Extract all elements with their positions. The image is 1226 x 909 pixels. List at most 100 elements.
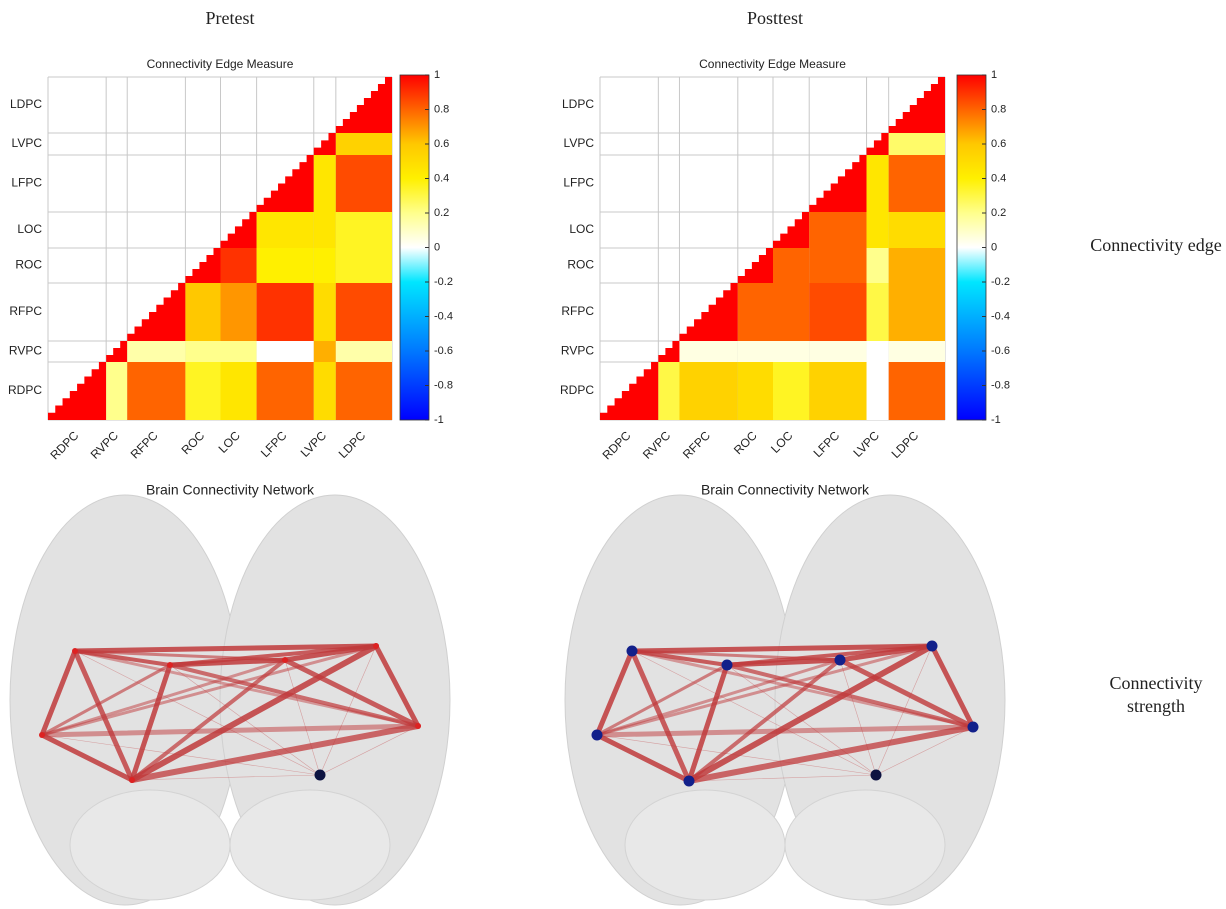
heatmap-cell bbox=[773, 212, 809, 248]
x-tick-label: LOC bbox=[216, 428, 244, 456]
heatmap-cell bbox=[867, 212, 889, 248]
page: {"column_titles": ["Pretest", "Posttest"… bbox=[0, 0, 1226, 909]
colorbar-tick-label: -0.4 bbox=[991, 310, 1010, 322]
y-tick-label: RFPC bbox=[9, 304, 42, 318]
x-tick-label: RDPC bbox=[600, 428, 634, 462]
heatmap-cell bbox=[106, 341, 127, 362]
heatmap-cell bbox=[867, 248, 889, 283]
colorbar-tick-label: 0.6 bbox=[991, 138, 1006, 150]
colorbar-tick-label: 0 bbox=[991, 241, 997, 253]
heatmap-cell bbox=[773, 362, 809, 420]
cerebellum bbox=[230, 790, 390, 900]
row-title: Connectivity edge bbox=[1086, 234, 1226, 257]
heatmap-cell bbox=[221, 248, 257, 283]
heatmap-cell bbox=[314, 283, 336, 341]
heatmap-cell bbox=[257, 283, 314, 341]
heatmap-cell bbox=[257, 212, 314, 248]
network-node bbox=[167, 662, 173, 668]
heatmap-cell bbox=[867, 155, 889, 212]
cerebellum bbox=[625, 790, 785, 900]
heatmap-cell bbox=[889, 341, 945, 362]
heatmap-cell bbox=[336, 133, 392, 155]
heatmap-cell bbox=[314, 155, 336, 212]
heatmap-cell bbox=[809, 212, 866, 248]
heatmap-cell bbox=[336, 248, 392, 283]
network-node bbox=[684, 776, 695, 787]
x-tick-label: LFPC bbox=[811, 428, 843, 460]
network-node bbox=[415, 723, 421, 729]
figure: Pretest Posttest Brain Connectivity Netw… bbox=[0, 0, 1226, 909]
y-tick-label: LOC bbox=[17, 222, 42, 236]
x-tick-label: RDPC bbox=[47, 428, 81, 462]
x-tick-label: ROC bbox=[731, 428, 760, 457]
heatmap-cell bbox=[889, 212, 945, 248]
heatmap-cell bbox=[889, 248, 945, 283]
y-tick-label: LDPC bbox=[10, 97, 42, 111]
heatmap-cell bbox=[773, 341, 809, 362]
colorbar-tick-label: 0.4 bbox=[991, 172, 1006, 184]
network-title: Brain Connectivity Network bbox=[146, 482, 315, 498]
colorbar-tick-label: 0.2 bbox=[991, 207, 1006, 219]
heatmap-cell bbox=[221, 283, 257, 341]
x-tick-label: ROC bbox=[179, 428, 208, 457]
colorbar-tick-label: -0.8 bbox=[434, 379, 453, 391]
x-tick-label: LVPC bbox=[298, 428, 330, 460]
network-node bbox=[315, 770, 326, 781]
x-tick-label: LDPC bbox=[336, 428, 369, 461]
x-tick-label: LFPC bbox=[258, 428, 290, 460]
heatmap-cell bbox=[336, 212, 392, 248]
x-tick-label: LDPC bbox=[889, 428, 922, 461]
heatmap-cell bbox=[185, 341, 220, 362]
heatmap-cell bbox=[336, 155, 392, 212]
x-tick-label: LOC bbox=[768, 428, 796, 456]
heatmap-cell bbox=[867, 283, 889, 341]
colorbar-tick-label: 1 bbox=[991, 69, 997, 81]
heatmap-cell bbox=[221, 362, 257, 420]
heatmap-cell bbox=[679, 362, 737, 420]
colorbar-tick-label: 1 bbox=[434, 69, 440, 81]
x-tick-label: RFPC bbox=[680, 428, 713, 461]
heatmap-cell bbox=[738, 248, 773, 283]
heatmap-cell bbox=[773, 248, 809, 283]
heatmap-cell bbox=[48, 362, 106, 420]
y-tick-label: LVPC bbox=[12, 136, 43, 150]
x-tick-label: RVPC bbox=[88, 428, 122, 462]
y-tick-label: LFPC bbox=[563, 176, 594, 190]
heatmap-cell bbox=[738, 362, 773, 420]
colorbar-tick-label: -1 bbox=[434, 414, 444, 426]
colorbar bbox=[957, 75, 986, 420]
network-title: Brain Connectivity Network bbox=[701, 482, 870, 498]
row-title: Connectivity strength bbox=[1086, 672, 1226, 718]
heatmap-cell bbox=[257, 155, 314, 212]
heatmap-cell bbox=[773, 283, 809, 341]
colorbar-tick-label: 0 bbox=[434, 241, 440, 253]
colorbar-tick-label: -0.6 bbox=[434, 345, 453, 357]
heatmap-cell bbox=[809, 283, 866, 341]
chart-title: Connectivity Edge Measure bbox=[147, 57, 294, 71]
heatmap-cell bbox=[314, 212, 336, 248]
network-node bbox=[373, 643, 379, 649]
brain bbox=[565, 495, 1005, 905]
heatmap-cell bbox=[314, 133, 336, 155]
network-node bbox=[627, 646, 638, 657]
heatmap-cell bbox=[600, 362, 658, 420]
heatmap-cell bbox=[127, 362, 185, 420]
network-node bbox=[835, 655, 846, 666]
colorbar-tick-label: 0.8 bbox=[991, 103, 1006, 115]
heatmap-cell bbox=[314, 341, 336, 362]
colorbar-tick-label: -1 bbox=[991, 414, 1001, 426]
network-node bbox=[72, 648, 78, 654]
y-tick-label: LVPC bbox=[564, 136, 595, 150]
y-tick-label: LDPC bbox=[562, 97, 594, 111]
colorbar-tick-label: -0.6 bbox=[991, 345, 1010, 357]
brain bbox=[10, 495, 450, 905]
heatmap-cell bbox=[314, 362, 336, 420]
y-tick-label: RDPC bbox=[8, 383, 42, 397]
network-node bbox=[722, 660, 733, 671]
heatmap-cell bbox=[336, 341, 392, 362]
heatmap-cell bbox=[809, 341, 866, 362]
heatmap-cell bbox=[679, 283, 737, 341]
column-title: Posttest bbox=[747, 8, 803, 28]
heatmap-cell bbox=[658, 362, 679, 420]
heatmap-cell bbox=[867, 362, 889, 420]
